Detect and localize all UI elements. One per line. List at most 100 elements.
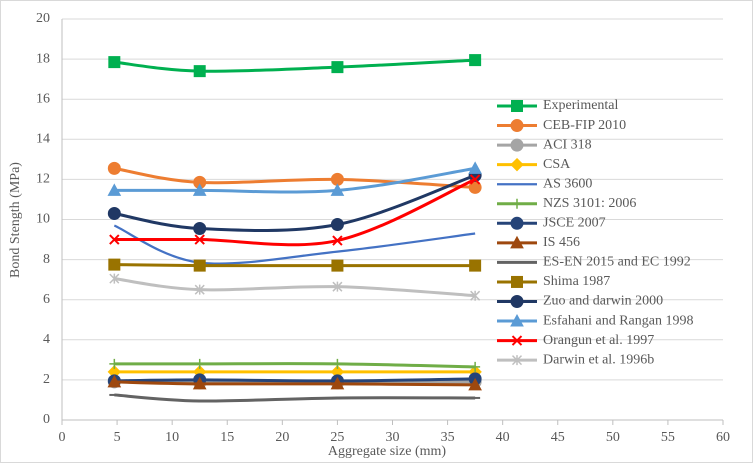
legend-label: NZS 3101: 2006: [543, 196, 636, 211]
series: [107, 374, 482, 391]
marker: [510, 138, 524, 152]
marker: [468, 377, 482, 391]
marker: [512, 198, 522, 209]
legend-label: JSCE 2007: [543, 216, 606, 231]
y-tick-label: 8: [43, 252, 50, 267]
marker: [470, 290, 481, 301]
series-line: [114, 166, 476, 189]
marker: [510, 119, 524, 133]
x-tick-label: 15: [220, 430, 234, 445]
marker: [332, 281, 343, 292]
series-line: [114, 263, 476, 268]
series: [108, 258, 482, 272]
marker: [470, 361, 481, 372]
y-tick-label: 18: [36, 51, 50, 66]
y-tick-label: 16: [36, 91, 50, 106]
marker: [469, 174, 481, 185]
marker: [330, 218, 344, 232]
legend-label: Esfahani and Rangan 1998: [543, 313, 693, 328]
marker: [107, 183, 122, 196]
legend-label: AS 3600: [543, 176, 592, 191]
legend-label: CSA: [543, 157, 571, 172]
marker: [332, 358, 343, 369]
series: [109, 174, 481, 247]
y-tick-label: 6: [43, 292, 50, 307]
marker: [511, 335, 523, 346]
series-line: [114, 362, 476, 369]
marker: [108, 56, 121, 69]
series-line: [114, 178, 476, 247]
y-axis-title: Bond Stength (MPa): [8, 162, 23, 278]
x-tick-label: 10: [165, 430, 179, 445]
x-tick-label: 5: [114, 430, 121, 445]
x-axis-title: Aggregate size (mm): [328, 444, 447, 459]
marker: [510, 157, 524, 172]
series: [113, 224, 476, 265]
marker: [331, 259, 344, 272]
x-tick-label: 55: [661, 430, 675, 445]
series-line: [114, 277, 476, 298]
marker: [109, 234, 120, 245]
series-line: [114, 393, 476, 403]
legend-label: Darwin et al. 1996b: [543, 352, 654, 367]
marker: [511, 275, 523, 288]
marker: [194, 284, 205, 295]
marker: [469, 259, 482, 272]
legend-label: ES-EN 2015 and EC 1992: [543, 255, 691, 270]
x-tick-label: 40: [496, 430, 510, 445]
marker: [510, 235, 524, 249]
marker: [107, 206, 121, 220]
marker: [511, 355, 523, 366]
marker: [193, 65, 206, 78]
series: [107, 168, 482, 236]
series: [109, 358, 481, 372]
series-line: [114, 58, 476, 73]
series: [107, 161, 482, 194]
x-tick-label: 0: [59, 430, 66, 445]
marker: [511, 100, 523, 112]
series-line: [114, 166, 476, 194]
x-tick-label: 60: [716, 430, 730, 445]
marker: [109, 358, 120, 369]
marker: [109, 273, 120, 284]
x-tick-label: 35: [441, 430, 455, 445]
y-tick-label: 12: [36, 172, 50, 187]
y-tick-label: 20: [36, 11, 50, 26]
x-tick-label: 30: [386, 430, 400, 445]
series: [109, 273, 481, 301]
marker: [510, 216, 524, 230]
series-line: [114, 380, 476, 387]
marker: [468, 161, 482, 174]
marker: [330, 183, 345, 196]
x-tick-label: 50: [606, 430, 620, 445]
legend-label: Orangun et al. 1997: [543, 333, 654, 348]
marker: [332, 235, 343, 246]
y-tick-label: 10: [36, 212, 50, 227]
marker: [107, 161, 121, 175]
series: [108, 54, 482, 78]
y-tick-label: 4: [43, 332, 50, 347]
marker: [192, 183, 207, 196]
marker: [510, 314, 524, 327]
marker: [510, 295, 524, 308]
marker: [469, 54, 482, 67]
marker: [194, 234, 205, 245]
legend-label: Shima 1987: [543, 274, 610, 289]
y-tick-label: 0: [43, 412, 50, 427]
marker: [193, 259, 206, 272]
legend-label: IS 456: [543, 235, 580, 250]
series-line: [113, 224, 476, 265]
x-tick-label: 20: [275, 430, 289, 445]
y-tick-label: 14: [36, 132, 50, 147]
legend-label: ACI 318: [543, 137, 592, 152]
series-line: [114, 377, 476, 383]
series: [109, 393, 481, 403]
legend-label: CEB-FIP 2010: [543, 118, 626, 133]
marker: [108, 258, 121, 271]
series-line: [114, 173, 476, 233]
marker: [192, 376, 207, 390]
marker: [107, 374, 122, 388]
marker: [331, 61, 344, 74]
